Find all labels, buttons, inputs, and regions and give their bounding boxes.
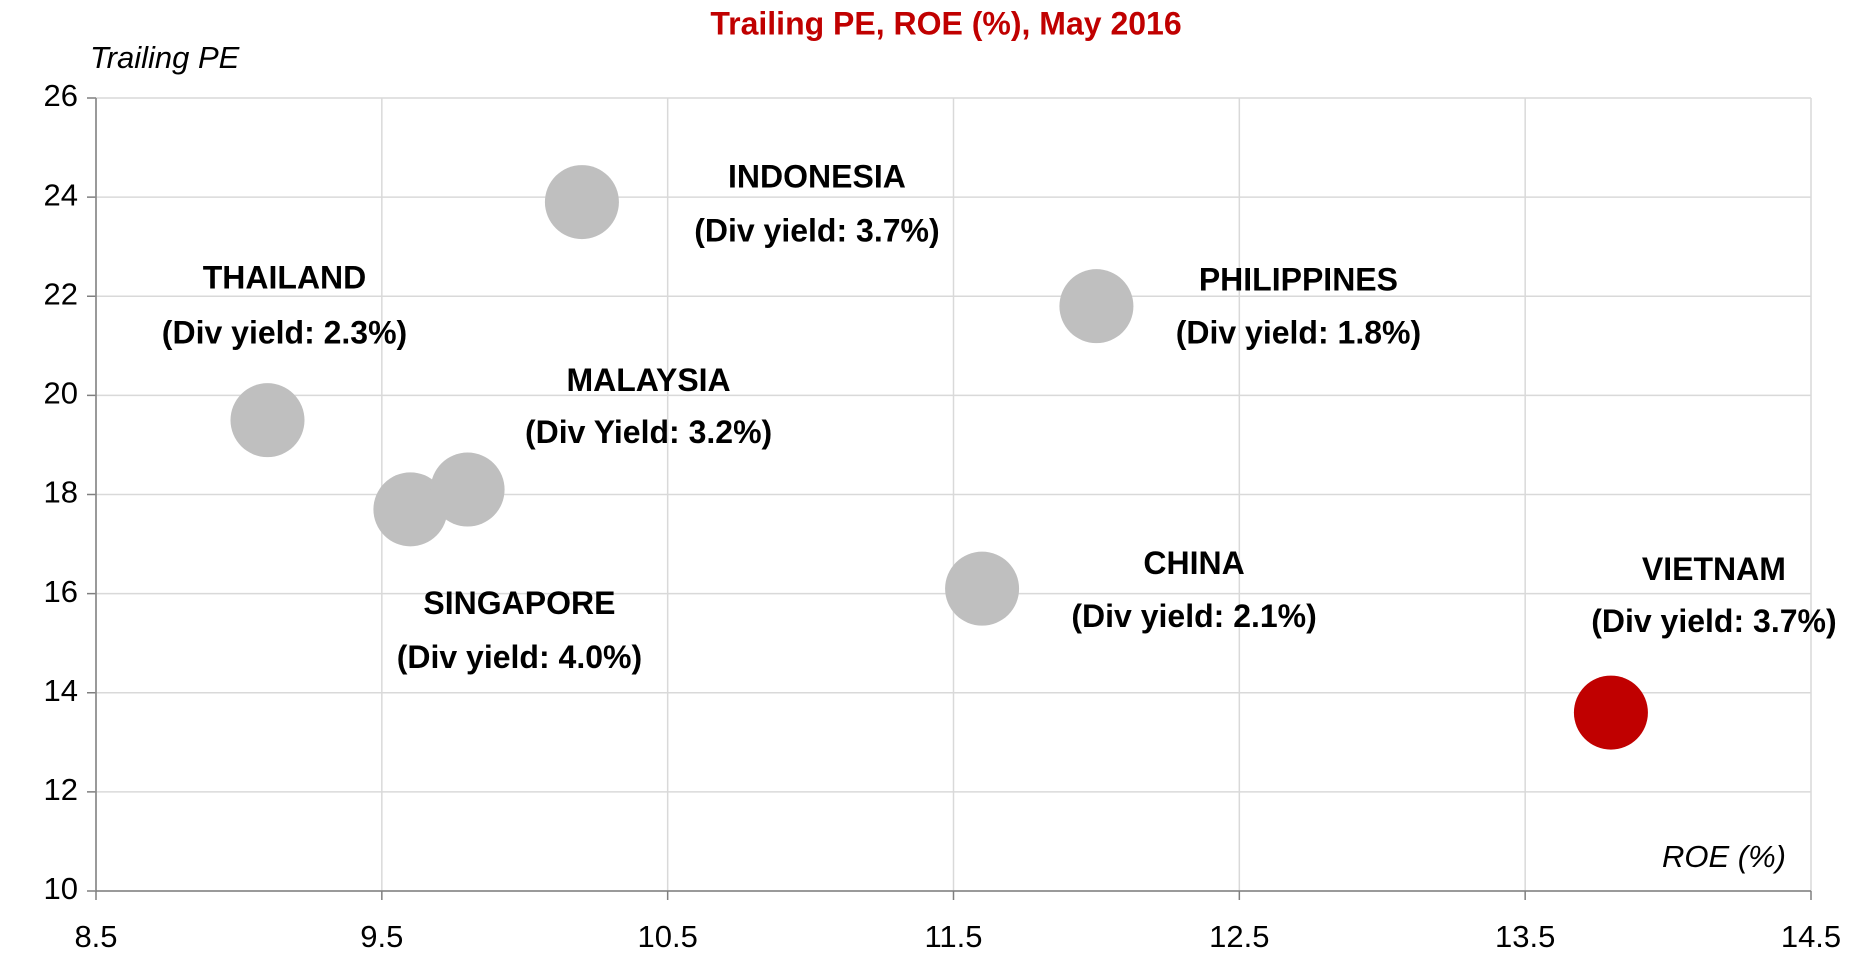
point (945, 551, 1020, 626)
y-tick-label: 22 (44, 276, 78, 311)
point-label: VIETNAM (1642, 551, 1786, 587)
y-tick-label: 24 (44, 177, 78, 212)
y-axis-label: Trailing PE (90, 40, 240, 75)
point (1573, 675, 1648, 750)
point-label: CHINA (1143, 545, 1244, 581)
point (1059, 269, 1134, 344)
x-tick-label: 14.5 (1781, 919, 1841, 954)
chart-title: Trailing PE, ROE (%), May 2016 (710, 5, 1181, 41)
y-tick-label: 14 (44, 673, 78, 708)
point (430, 452, 505, 527)
y-tick-label: 12 (44, 772, 78, 807)
x-tick-label: 10.5 (637, 919, 697, 954)
point-label: INDONESIA (728, 159, 906, 195)
x-tick-label: 11.5 (924, 919, 982, 954)
y-tick-label: 16 (44, 574, 78, 609)
point (544, 165, 619, 240)
point-label: THAILAND (203, 260, 367, 296)
point (230, 383, 305, 458)
point-note: (Div yield: 3.7%) (694, 213, 939, 249)
point-label: PHILIPPINES (1199, 262, 1398, 298)
point-note: (Div Yield: 3.2%) (525, 414, 772, 450)
point-note: (Div yield: 3.7%) (1591, 603, 1836, 639)
point-note: (Div yield: 1.8%) (1176, 315, 1421, 351)
x-tick-label: 12.5 (1209, 919, 1269, 954)
point-label: SINGAPORE (423, 585, 615, 621)
point-note: (Div yield: 2.1%) (1071, 598, 1316, 634)
point-label: MALAYSIA (566, 362, 730, 398)
x-tick-label: 8.5 (74, 919, 117, 954)
point (373, 472, 448, 547)
y-tick-label: 20 (44, 376, 78, 411)
x-tick-label: 9.5 (360, 919, 403, 954)
y-tick-label: 10 (44, 871, 78, 906)
point-note: (Div yield: 2.3%) (162, 315, 407, 351)
x-tick-label: 13.5 (1495, 919, 1555, 954)
x-axis-label: ROE (%) (1662, 839, 1786, 874)
y-tick-label: 26 (44, 78, 78, 113)
y-tick-label: 18 (44, 475, 78, 510)
point-note: (Div yield: 4.0%) (397, 639, 642, 675)
